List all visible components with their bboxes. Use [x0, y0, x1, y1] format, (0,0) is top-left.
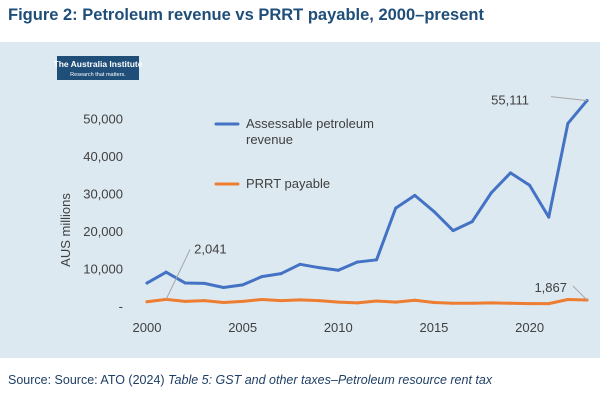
data-point: [317, 299, 321, 303]
annotation-leader: [550, 96, 588, 102]
logo-name: The Australia Institute: [54, 59, 143, 69]
data-point: [451, 301, 455, 305]
logo-tagline: Research that matters.: [70, 72, 126, 78]
source-prefix: Source: Source: ATO (2024): [8, 373, 169, 387]
series-lines: [145, 99, 589, 306]
line-chart: The Australia Institute Research that ma…: [54, 56, 589, 335]
data-point: [298, 298, 302, 302]
data-point: [394, 300, 398, 304]
data-point: [413, 298, 417, 302]
data-label: 2,041: [194, 241, 227, 256]
data-annotations: 55,111 2,041 1,867: [165, 93, 588, 301]
data-point: [432, 301, 436, 305]
data-point: [241, 299, 245, 303]
data-point: [298, 262, 302, 266]
data-point: [566, 298, 570, 302]
data-point: [394, 206, 398, 210]
figure-title: Figure 2: Petroleum revenue vs PRRT paya…: [8, 6, 484, 24]
data-point: [260, 275, 264, 279]
data-point: [355, 301, 359, 305]
x-tick-label: 2000: [133, 320, 162, 335]
y-axis-title: AUS millions: [58, 193, 73, 267]
data-point: [413, 193, 417, 197]
data-point: [375, 258, 379, 262]
data-label: 55,111: [491, 93, 529, 108]
data-point: [183, 281, 187, 285]
x-axis: 2000 2005 2010 2015 2020: [133, 320, 545, 335]
data-point: [528, 183, 532, 187]
series-line-prrt-payable: [145, 297, 589, 306]
data-point: [260, 298, 264, 302]
source-note: Source: Source: ATO (2024) Table 5: GST …: [8, 373, 592, 387]
data-point: [547, 302, 551, 306]
data-point: [470, 220, 474, 224]
y-tick-label: 40,000: [83, 149, 123, 164]
data-point: [279, 272, 283, 276]
logo-box: [57, 56, 139, 80]
legend-label-prrt-payable: PRRT payable: [246, 176, 330, 191]
x-tick-label: 2020: [515, 320, 544, 335]
data-point: [164, 270, 168, 274]
x-tick-label: 2010: [324, 320, 353, 335]
data-point: [451, 229, 455, 233]
x-tick-label: 2015: [419, 320, 448, 335]
data-point: [222, 301, 226, 305]
data-label: 1,867: [534, 280, 567, 295]
legend-label-petroleum-revenue: Assessable petroleum revenue: [246, 116, 374, 147]
data-point: [202, 281, 206, 285]
data-point: [375, 299, 379, 303]
y-tick-label: 50,000: [83, 112, 123, 127]
data-point: [241, 283, 245, 287]
annotation-leader: [165, 249, 191, 300]
data-point: [585, 99, 589, 103]
data-point: [489, 191, 493, 195]
data-point: [508, 301, 512, 305]
legend: Assessable petroleum revenue PRRT payable: [214, 116, 374, 191]
data-point: [508, 171, 512, 175]
data-point: [355, 260, 359, 264]
data-point: [547, 215, 551, 219]
y-tick-label: 30,000: [83, 187, 123, 202]
data-point: [183, 299, 187, 303]
x-tick-label: 2005: [228, 320, 257, 335]
data-point: [528, 302, 532, 306]
data-point: [145, 281, 149, 285]
data-point: [432, 209, 436, 213]
y-tick-label: -: [119, 299, 123, 314]
data-point: [489, 301, 493, 305]
data-point: [336, 300, 340, 304]
data-point: [336, 268, 340, 272]
y-tick-label: 20,000: [83, 224, 123, 239]
y-axis: - 10,000 20,000 30,000 40,000 50,000: [83, 112, 123, 314]
data-point: [566, 121, 570, 125]
source-table: Table 5: GST and other taxes–Petroleum r…: [168, 373, 493, 387]
data-point: [145, 300, 149, 304]
logo: The Australia Institute Research that ma…: [54, 56, 143, 80]
y-tick-label: 10,000: [83, 262, 123, 277]
data-point: [202, 299, 206, 303]
chart-panel: The Australia Institute Research that ma…: [0, 42, 600, 358]
data-point: [279, 299, 283, 303]
annotation-leader: [572, 285, 588, 301]
series-line-petroleum-revenue: [145, 99, 589, 290]
data-point: [470, 301, 474, 305]
data-point: [222, 286, 226, 290]
data-point: [317, 266, 321, 270]
